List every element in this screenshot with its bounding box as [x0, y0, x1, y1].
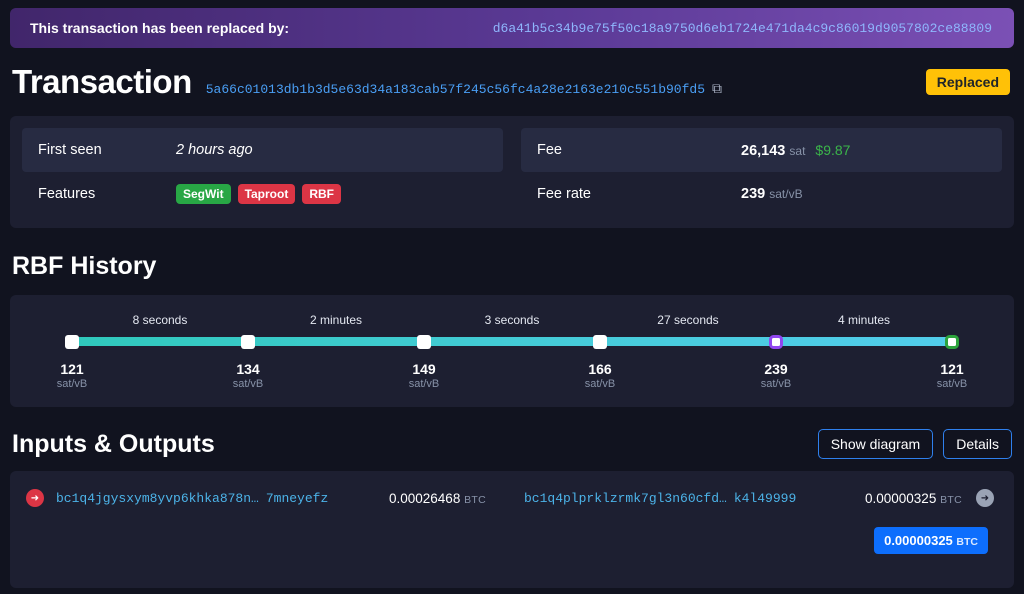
node-unit: sat/vB — [232, 378, 264, 390]
output-total-row: 0.00000325 BTC — [26, 527, 998, 554]
io-buttons: Show diagram Details — [808, 429, 1012, 459]
rbf-node-mined[interactable] — [945, 334, 959, 349]
rbf-node-column-6: 121 sat/vB — [912, 330, 992, 390]
first-seen-row: First seen 2 hours ago — [22, 128, 503, 172]
replacement-txid-link[interactable]: d6a41b5c34b9e75f50c18a9750d6eb1724e471da… — [492, 20, 992, 36]
fee-row: Fee 26,143 sat $9.87 — [521, 128, 1002, 172]
node-rate: 149 — [412, 361, 436, 377]
rbf-node-column-3: 149 sat/vB — [384, 330, 464, 390]
interval-label-3: 3 seconds — [484, 313, 540, 327]
inputs-side: ➜ bc1q4jgysxym8yvp6khka878n… 7mneyefz 0.0… — [26, 489, 512, 507]
fee-rate-row: Fee rate 239 sat/vB — [521, 172, 1002, 216]
outputs-side: bc1q4plprklzrmk7gl3n60cfd… k4l49999 0.000… — [512, 489, 998, 507]
first-seen-value: 2 hours ago — [176, 142, 253, 158]
inputs-outputs-title: Inputs & Outputs — [12, 429, 215, 458]
input-amount-value: 0.00026468 — [389, 490, 461, 506]
node-rate: 239 — [764, 361, 788, 377]
rbf-node-1[interactable] — [65, 334, 79, 349]
output-address: bc1q4plprklzrmk7gl3n60cfd… — [524, 490, 727, 506]
node-rate: 121 — [60, 361, 84, 377]
rbf-node-4[interactable] — [593, 334, 607, 349]
summary-left-column: First seen 2 hours ago Features SegWit T… — [22, 128, 503, 216]
fee-rate-amount: 239 — [741, 186, 766, 202]
fee-rate-unit: sat/vB — [769, 187, 803, 201]
segwit-badge: SegWit — [176, 184, 231, 204]
total-amount-value: 0.00000325 — [884, 533, 953, 548]
replaced-status-badge: Replaced — [925, 69, 1010, 95]
input-address-suffix: 7mneyefz — [265, 490, 329, 506]
node-unit: sat/vB — [936, 378, 968, 390]
output-amount-value: 0.00000325 — [865, 490, 937, 506]
taproot-badge: Taproot — [237, 184, 296, 204]
rbf-history-title: RBF History — [12, 252, 157, 280]
rbf-node-2[interactable] — [241, 334, 255, 349]
rbf-node-column-4: 166 sat/vB — [560, 330, 640, 390]
rbf-node-column-1: 121 sat/vB — [32, 330, 112, 390]
show-diagram-button[interactable]: Show diagram — [817, 429, 934, 459]
rbf-node-column-2: 134 sat/vB — [208, 330, 288, 390]
copy-icon[interactable]: ⧉ — [712, 80, 723, 96]
rbf-node-3[interactable] — [417, 334, 431, 349]
interval-label-5: 4 minutes — [837, 313, 891, 327]
summary-right-column: Fee 26,143 sat $9.87 Fee rate 239 sat/vB — [521, 128, 1002, 216]
output-amount: 0.00000325 BTC — [865, 491, 962, 506]
fee-unit: sat — [789, 143, 806, 158]
transaction-header: Transaction 5a66c01013db1b3d5e63d34a183c… — [12, 62, 1010, 102]
details-button[interactable]: Details — [943, 429, 1012, 459]
first-seen-label: First seen — [38, 142, 102, 158]
rbf-badge: RBF — [302, 184, 342, 204]
rbf-node-current[interactable] — [769, 334, 783, 349]
inputs-outputs-panel: ➜ bc1q4jgysxym8yvp6khka878n… 7mneyefz 0.0… — [10, 471, 1014, 588]
fee-rate-value: 239 sat/vB — [741, 186, 803, 202]
input-amount-unit: BTC — [464, 493, 486, 506]
interval-label-2: 2 minutes — [309, 313, 363, 327]
total-amount-unit: BTC — [956, 536, 978, 548]
output-address-link[interactable]: bc1q4plprklzrmk7gl3n60cfd… k4l49999 — [524, 491, 796, 506]
output-amount-unit: BTC — [940, 493, 962, 506]
features-label: Features — [38, 186, 96, 202]
features-row: Features SegWit Taproot RBF — [22, 172, 503, 216]
page-title: Transaction — [12, 63, 192, 100]
output-total-badge: 0.00000325 BTC — [874, 527, 988, 554]
node-rate: 121 — [940, 361, 964, 377]
input-amount: 0.00026468 BTC — [389, 491, 486, 506]
replaced-banner: This transaction has been replaced by: d… — [10, 8, 1014, 48]
txid-link[interactable]: 5a66c01013db1b3d5e63d34a183cab57f245c56f… — [205, 82, 706, 97]
fee-value: 26,143 sat $9.87 — [741, 142, 850, 159]
fee-label: Fee — [537, 142, 562, 158]
node-rate: 166 — [588, 361, 612, 377]
output-details-icon[interactable]: ➜ — [976, 489, 994, 507]
fee-rate-label: Fee rate — [537, 186, 591, 202]
node-unit: sat/vB — [584, 378, 616, 390]
rbf-timeline: 8 seconds 2 minutes 3 seconds 27 seconds… — [57, 311, 968, 401]
node-unit: sat/vB — [408, 378, 440, 390]
replaced-banner-message: This transaction has been replaced by: — [30, 20, 290, 36]
interval-label-1: 8 seconds — [132, 313, 188, 327]
inputs-outputs-header: Inputs & Outputs Show diagram Details — [12, 429, 1012, 459]
fee-usd: $9.87 — [815, 141, 851, 158]
transaction-io-row: ➜ bc1q4jgysxym8yvp6khka878n… 7mneyefz 0.0… — [26, 489, 998, 507]
transaction-summary-panel: First seen 2 hours ago Features SegWit T… — [10, 116, 1014, 228]
node-rate: 134 — [236, 361, 260, 377]
input-arrow-icon[interactable]: ➜ — [26, 489, 44, 507]
timeline-track — [65, 337, 959, 346]
input-address: bc1q4jgysxym8yvp6khka878n… — [56, 490, 259, 506]
node-unit: sat/vB — [760, 378, 792, 390]
fee-amount: 26,143 — [741, 142, 786, 159]
rbf-node-column-5: 239 sat/vB — [736, 330, 816, 390]
output-address-suffix: k4l49999 — [733, 490, 797, 506]
node-unit: sat/vB — [56, 378, 88, 390]
input-address-link[interactable]: bc1q4jgysxym8yvp6khka878n… 7mneyefz — [56, 491, 328, 506]
interval-label-4: 27 seconds — [657, 313, 719, 327]
feature-badges: SegWit Taproot RBF — [176, 184, 348, 204]
rbf-timeline-panel: 8 seconds 2 minutes 3 seconds 27 seconds… — [10, 295, 1014, 407]
